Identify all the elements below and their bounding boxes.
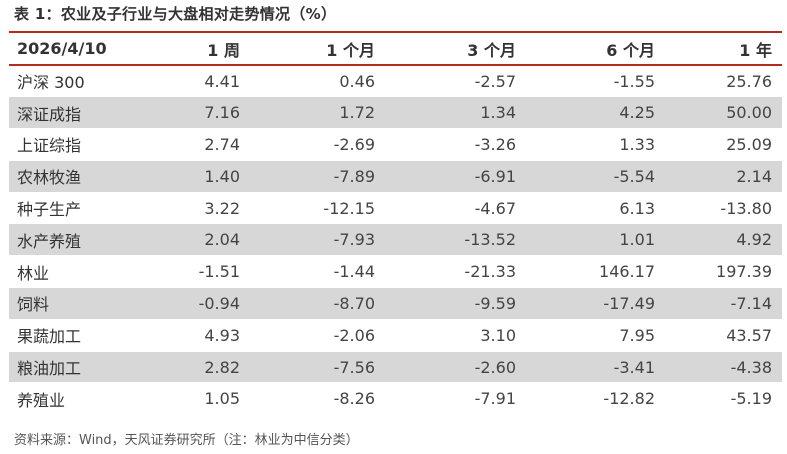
- table-row: 深证成指 7.16 1.72 1.34 4.25 50.00: [9, 96, 782, 130]
- cell-6m: -3.41: [522, 351, 659, 384]
- cell-1m: -7.93: [252, 223, 389, 257]
- cell-3m: -21.33: [389, 255, 522, 289]
- table-row: 林业 -1.51 -1.44 -21.33 146.17 197.39: [9, 255, 782, 289]
- cell-6m: 4.25: [522, 96, 659, 130]
- cell-3m: 3.10: [389, 319, 522, 352]
- header-1y: 1 年: [659, 31, 782, 66]
- performance-table: 2026/4/10 1 周 1 个月 3 个月 6 个月 1 年 沪深 300 …: [9, 31, 782, 416]
- cell-3m: -6.91: [389, 160, 522, 193]
- cell-1m: -7.89: [252, 160, 389, 193]
- cell-1w: 7.16: [152, 96, 252, 130]
- cell-6m: -5.54: [522, 160, 659, 193]
- row-label: 水产养殖: [9, 223, 152, 257]
- row-label: 种子生产: [9, 192, 152, 225]
- cell-1y: 197.39: [659, 255, 782, 289]
- cell-1y: 2.14: [659, 160, 782, 193]
- cell-1w: 3.22: [152, 192, 252, 225]
- table-row: 水产养殖 2.04 -7.93 -13.52 1.01 4.92: [9, 223, 782, 257]
- cell-1w: -0.94: [152, 287, 252, 320]
- cell-1m: -2.69: [252, 128, 389, 161]
- cell-1y: -4.38: [659, 351, 782, 384]
- cell-1m: -8.70: [252, 287, 389, 320]
- cell-3m: -3.26: [389, 128, 522, 161]
- table-row: 种子生产 3.22 -12.15 -4.67 6.13 -13.80: [9, 192, 782, 225]
- table-row: 农林牧渔 1.40 -7.89 -6.91 -5.54 2.14: [9, 160, 782, 193]
- cell-1m: -8.26: [252, 382, 389, 416]
- table-row: 养殖业 1.05 -8.26 -7.91 -12.82 -5.19: [9, 382, 782, 416]
- row-label: 养殖业: [9, 382, 152, 416]
- cell-3m: -4.67: [389, 192, 522, 225]
- cell-1y: 4.92: [659, 223, 782, 257]
- cell-1w: 1.05: [152, 382, 252, 416]
- row-label: 林业: [9, 255, 152, 289]
- cell-1m: -2.06: [252, 319, 389, 352]
- cell-6m: 1.01: [522, 223, 659, 257]
- table-title: 表 1：农业及子行业与大盘相对走势情况（%）: [14, 5, 337, 23]
- cell-6m: 6.13: [522, 192, 659, 225]
- table-row: 果蔬加工 4.93 -2.06 3.10 7.95 43.57: [9, 319, 782, 352]
- cell-3m: -2.57: [389, 65, 522, 98]
- cell-1y: -5.19: [659, 382, 782, 416]
- cell-1y: 25.76: [659, 65, 782, 98]
- header-6m: 6 个月: [522, 31, 659, 66]
- row-label: 深证成指: [9, 96, 152, 130]
- cell-1y: 50.00: [659, 96, 782, 130]
- cell-1y: 25.09: [659, 128, 782, 161]
- cell-6m: 146.17: [522, 255, 659, 289]
- cell-1w: -1.51: [152, 255, 252, 289]
- header-row: 2026/4/10 1 周 1 个月 3 个月 6 个月 1 年: [9, 31, 782, 66]
- cell-1w: 4.41: [152, 65, 252, 98]
- cell-1m: 1.72: [252, 96, 389, 130]
- row-label: 农林牧渔: [9, 160, 152, 193]
- cell-1m: -7.56: [252, 351, 389, 384]
- cell-1m: -12.15: [252, 192, 389, 225]
- cell-1w: 2.82: [152, 351, 252, 384]
- cell-1y: -13.80: [659, 192, 782, 225]
- table-row: 上证综指 2.74 -2.69 -3.26 1.33 25.09: [9, 128, 782, 161]
- cell-6m: 1.33: [522, 128, 659, 161]
- cell-3m: -2.60: [389, 351, 522, 384]
- cell-3m: -13.52: [389, 223, 522, 257]
- header-date: 2026/4/10: [9, 31, 152, 66]
- table-row: 粮油加工 2.82 -7.56 -2.60 -3.41 -4.38: [9, 351, 782, 384]
- header-1m: 1 个月: [252, 31, 389, 66]
- cell-1w: 4.93: [152, 319, 252, 352]
- cell-3m: 1.34: [389, 96, 522, 130]
- source-note: 资料来源：Wind，天风证券研究所（注：林业为中信分类）: [14, 433, 359, 448]
- cell-1y: 43.57: [659, 319, 782, 352]
- cell-1y: -7.14: [659, 287, 782, 320]
- cell-6m: -17.49: [522, 287, 659, 320]
- cell-6m: 7.95: [522, 319, 659, 352]
- row-label: 饲料: [9, 287, 152, 320]
- row-label: 上证综指: [9, 128, 152, 161]
- cell-6m: -1.55: [522, 65, 659, 98]
- cell-6m: -12.82: [522, 382, 659, 416]
- cell-3m: -9.59: [389, 287, 522, 320]
- cell-3m: -7.91: [389, 382, 522, 416]
- cell-1w: 2.74: [152, 128, 252, 161]
- header-1w: 1 周: [152, 31, 252, 66]
- table-row: 饲料 -0.94 -8.70 -9.59 -17.49 -7.14: [9, 287, 782, 320]
- row-label: 粮油加工: [9, 351, 152, 384]
- header-3m: 3 个月: [389, 31, 522, 66]
- cell-1w: 1.40: [152, 160, 252, 193]
- row-label: 果蔬加工: [9, 319, 152, 352]
- row-label: 沪深 300: [9, 65, 152, 98]
- cell-1m: 0.46: [252, 65, 389, 98]
- table-row: 沪深 300 4.41 0.46 -2.57 -1.55 25.76: [9, 65, 782, 98]
- cell-1m: -1.44: [252, 255, 389, 289]
- cell-1w: 2.04: [152, 223, 252, 257]
